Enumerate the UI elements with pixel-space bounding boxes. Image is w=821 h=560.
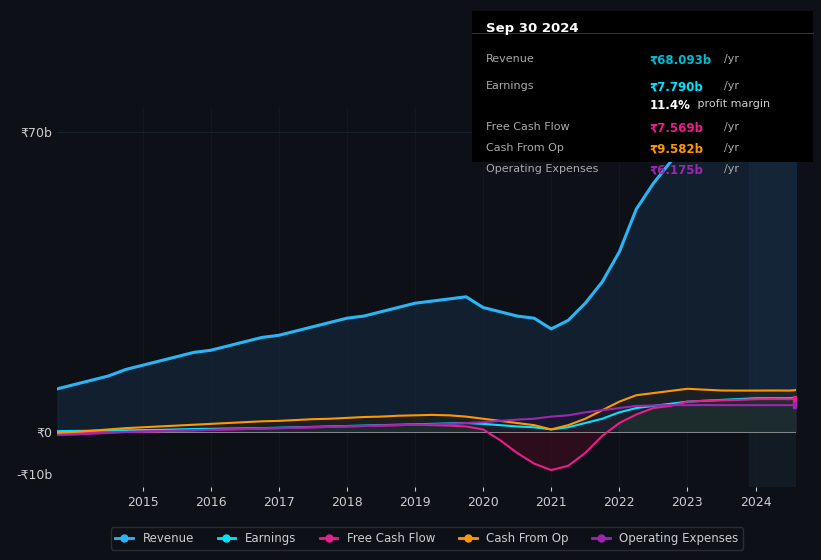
Text: /yr: /yr (724, 143, 739, 153)
Text: profit margin: profit margin (694, 99, 769, 109)
Text: Sep 30 2024: Sep 30 2024 (486, 22, 578, 35)
Text: ₹9.582b: ₹9.582b (649, 143, 704, 156)
Text: /yr: /yr (724, 164, 739, 174)
Text: ₹6.175b: ₹6.175b (649, 164, 703, 177)
Text: ₹7.569b: ₹7.569b (649, 122, 704, 134)
Text: /yr: /yr (724, 81, 739, 91)
Text: /yr: /yr (724, 122, 739, 132)
Legend: Revenue, Earnings, Free Cash Flow, Cash From Op, Operating Expenses: Revenue, Earnings, Free Cash Flow, Cash … (111, 528, 743, 550)
Text: 11.4%: 11.4% (649, 99, 690, 112)
Bar (749, 106, 796, 487)
Text: /yr: /yr (724, 54, 739, 63)
Text: Free Cash Flow: Free Cash Flow (486, 122, 569, 132)
Text: Revenue: Revenue (486, 54, 534, 63)
Text: Earnings: Earnings (486, 81, 534, 91)
Text: ₹7.790b: ₹7.790b (649, 81, 703, 94)
Text: Operating Expenses: Operating Expenses (486, 164, 598, 174)
Text: Cash From Op: Cash From Op (486, 143, 563, 153)
Text: ₹68.093b: ₹68.093b (649, 54, 711, 67)
